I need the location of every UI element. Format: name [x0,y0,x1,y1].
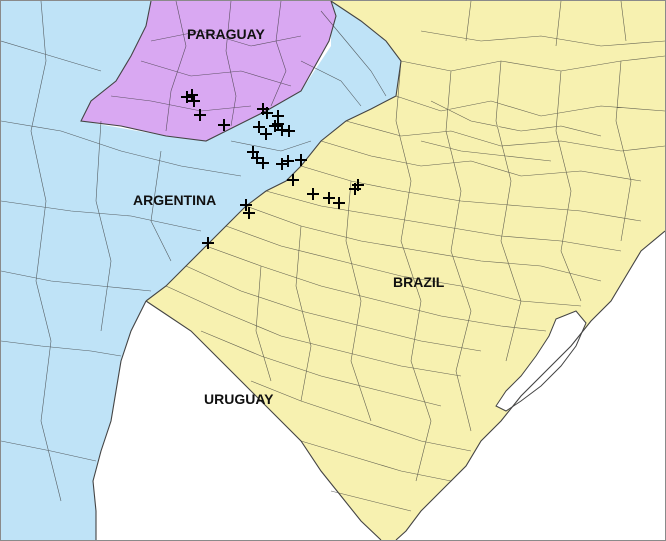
label-argentina: ARGENTINA [133,192,216,208]
plus-marker-icon [218,119,230,131]
plus-marker-icon [194,109,206,121]
occurrence-markers [181,89,364,249]
plus-marker-icon [295,154,307,166]
plus-marker-icon [188,95,200,107]
plus-marker-icon [287,174,299,186]
label-uruguay: URUGUAY [204,391,274,407]
plus-marker-icon [257,157,269,169]
label-brazil: BRAZIL [393,274,445,290]
argentina-region [1,1,401,540]
paraguay-region [81,1,336,141]
plus-marker-icon [240,199,252,211]
plus-marker-icon [283,125,295,137]
plus-marker-icon [282,155,294,167]
brazil-region [146,1,665,540]
plus-marker-icon [352,179,364,191]
plus-marker-icon [261,107,273,119]
plus-marker-icon [243,207,255,219]
admin-boundaries [1,1,665,512]
national-borders [80,1,665,540]
plus-marker-icon [260,128,272,140]
plus-marker-icon [333,197,345,209]
label-paraguay: PARAGUAY [187,26,265,42]
plus-marker-icon [186,89,198,101]
uruguay-region [93,301,381,540]
plus-marker-icon [202,237,214,249]
plus-marker-icon [253,121,265,133]
plus-marker-icon [307,188,319,200]
plus-marker-icon [323,192,335,204]
